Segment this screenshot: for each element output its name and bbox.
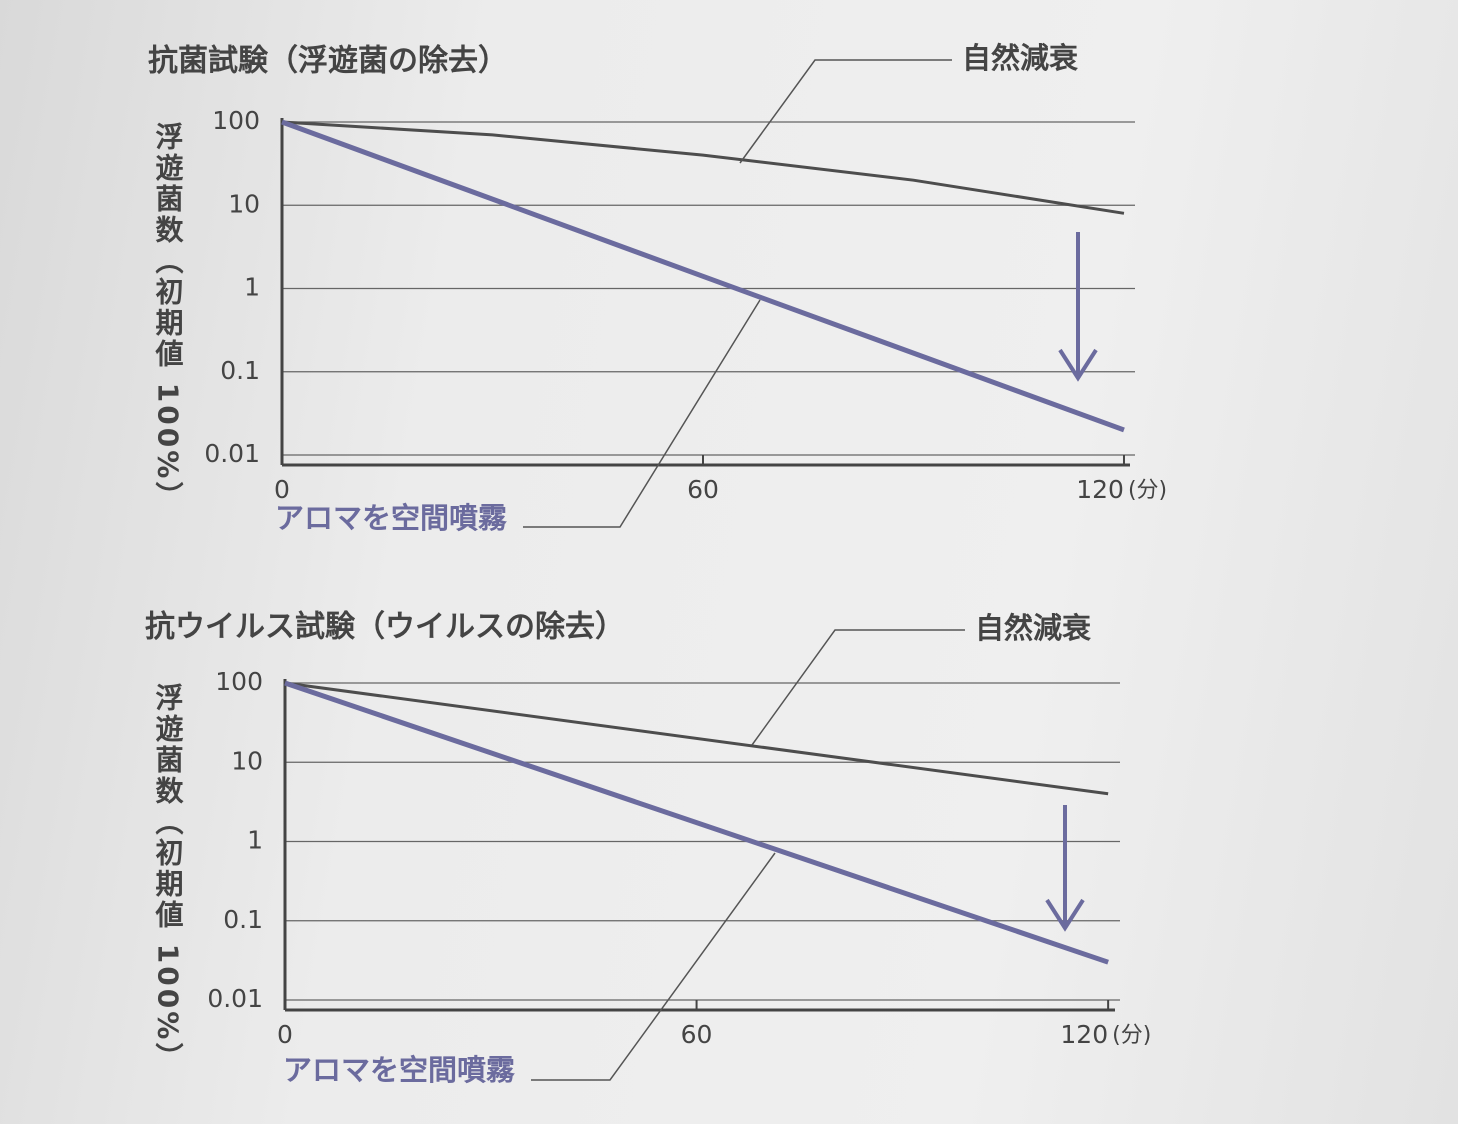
leader-line — [531, 852, 776, 1081]
leader-line — [523, 299, 761, 528]
x-tick-label: 0 — [274, 475, 290, 504]
y-tick-label: 10 — [231, 746, 263, 775]
legend-label: 自然減衰 — [962, 41, 1079, 75]
series-line — [284, 681, 1109, 796]
y-tick-label: 1 — [247, 826, 263, 855]
x-unit: (分) — [1128, 478, 1167, 503]
legend-label: アロマを空間噴霧 — [283, 1053, 516, 1087]
y-axis-label: 浮遊菌数（初期値 100%） — [152, 122, 185, 513]
chart-title: 抗ウイルス試験（ウイルスの除去） — [145, 610, 625, 645]
y-tick-label: 0.1 — [220, 356, 260, 385]
x-tick-label: 60 — [687, 475, 719, 504]
y-axis-label: 浮遊菌数（初期値 100%） — [152, 683, 185, 1074]
x-tick-label: 120 — [1076, 475, 1124, 504]
chart-title: 抗菌試験（浮遊菌の除去） — [148, 44, 508, 79]
series-line — [281, 119, 1125, 433]
series-line — [281, 120, 1125, 215]
y-tick-label: 0.01 — [204, 439, 260, 468]
y-tick-label: 100 — [212, 106, 260, 135]
y-tick-label: 100 — [215, 667, 263, 696]
x-tick-label: 0 — [277, 1020, 293, 1049]
y-tick-label: 0.01 — [207, 984, 263, 1013]
leader-line — [751, 629, 965, 746]
y-tick-label: 10 — [228, 189, 260, 218]
arrow-head — [1058, 348, 1098, 382]
y-tick-label: 0.1 — [223, 905, 263, 934]
leader-line — [739, 59, 952, 164]
x-unit: (分) — [1112, 1023, 1151, 1048]
y-tick-label: 1 — [244, 273, 260, 302]
series-line — [284, 680, 1109, 965]
arrow-head — [1045, 898, 1085, 932]
legend-label: アロマを空間噴霧 — [275, 501, 508, 535]
x-tick-label: 120 — [1060, 1020, 1108, 1049]
legend-label: 自然減衰 — [975, 611, 1092, 645]
x-tick-label: 60 — [681, 1020, 713, 1049]
